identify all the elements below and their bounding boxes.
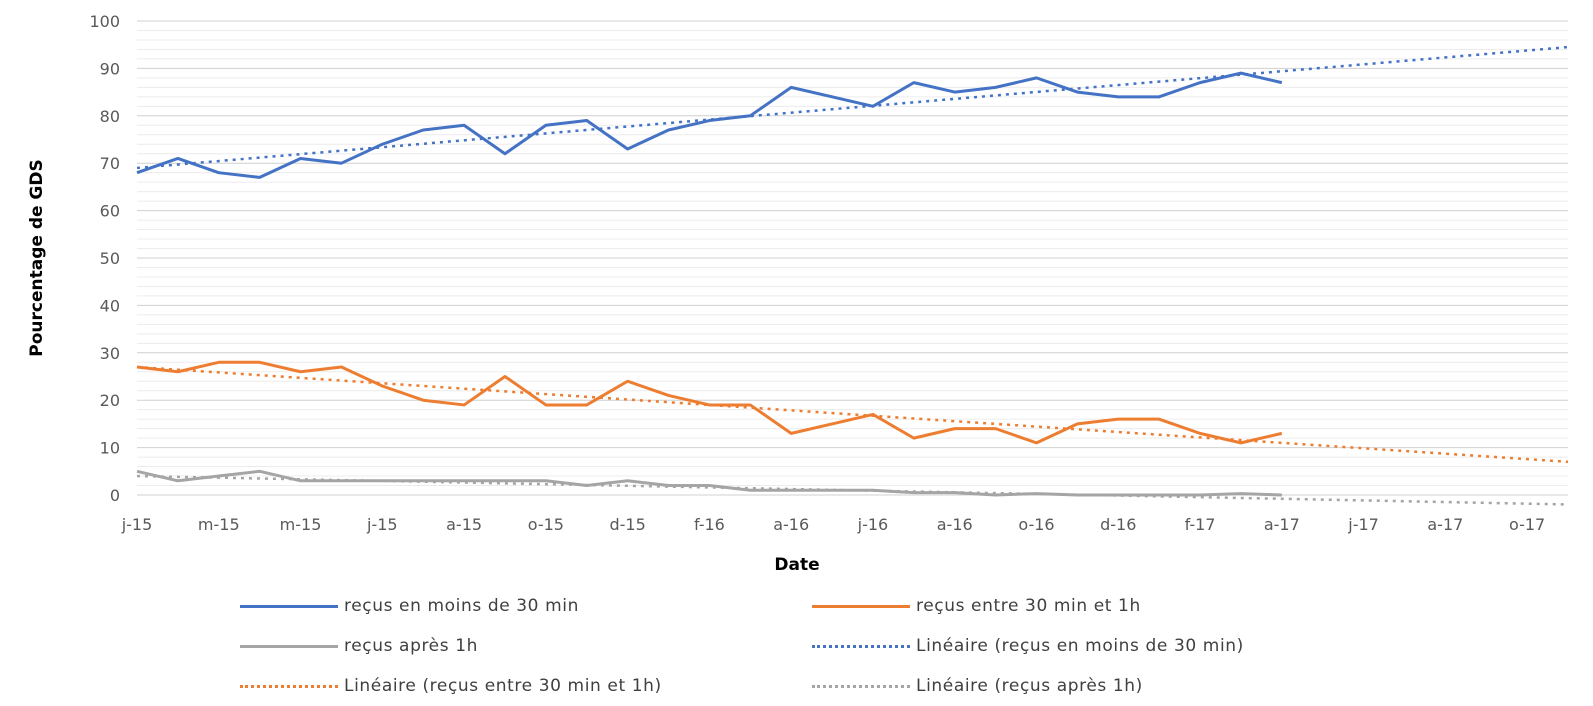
y-tick-label: 100: [89, 12, 120, 31]
x-tick-label: o-16: [1018, 515, 1054, 534]
legend-item: Linéaire (reçus après 1h): [812, 676, 1143, 696]
trendline-4472C4: [136, 45, 1569, 170]
y-axis-ticks: 0 10 20 30 40 50 60 70 80 90 100: [89, 12, 120, 505]
y-tick-label: 20: [100, 391, 120, 410]
x-tick-label: m-15: [280, 515, 322, 534]
y-tick-label: 70: [100, 154, 120, 173]
legend-swatch: [812, 644, 910, 648]
series-line-ED7D31: [136, 360, 1283, 445]
x-tick-label: f-16: [694, 515, 725, 534]
legend-swatch: [240, 644, 338, 648]
y-tick-label: 90: [100, 59, 120, 78]
series-lines: [136, 45, 1569, 506]
legend-label: reçus après 1h: [344, 636, 478, 656]
legend-label: reçus entre 30 min et 1h: [916, 596, 1141, 616]
x-tick-label: o-17: [1509, 515, 1545, 534]
x-tick-label: a-17: [1427, 515, 1463, 534]
series-line-4472C4: [136, 71, 1283, 179]
legend-label: Linéaire (reçus après 1h): [916, 676, 1143, 696]
grid-lines: [137, 20, 1568, 496]
legend-item: reçus en moins de 30 min: [240, 596, 579, 616]
series-line-A5A5A5: [136, 469, 1282, 497]
x-tick-label: j-16: [857, 515, 889, 534]
x-tick-label: d-15: [609, 515, 645, 534]
legend-item: reçus entre 30 min et 1h: [812, 596, 1141, 616]
x-tick-label: m-15: [198, 515, 240, 534]
legend-swatch: [240, 684, 338, 688]
x-tick-label: a-16: [937, 515, 973, 534]
x-tick-label: d-16: [1100, 515, 1136, 534]
x-tick-label: a-15: [446, 515, 482, 534]
legend-item: reçus après 1h: [240, 636, 478, 656]
legend-label: reçus en moins de 30 min: [344, 596, 579, 616]
y-tick-label: 50: [100, 249, 120, 268]
y-tick-label: 40: [100, 296, 120, 315]
y-tick-label: 0: [110, 486, 120, 505]
y-tick-label: 80: [100, 107, 120, 126]
y-tick-label: 30: [100, 344, 120, 363]
legend-label: Linéaire (reçus entre 30 min et 1h): [344, 676, 662, 696]
x-tick-label: o-15: [528, 515, 564, 534]
x-tick-label: f-17: [1185, 515, 1216, 534]
y-tick-label: 10: [100, 439, 120, 458]
legend-item: Linéaire (reçus en moins de 30 min): [812, 636, 1244, 656]
legend-label: Linéaire (reçus en moins de 30 min): [916, 636, 1244, 656]
y-tick-label: 60: [100, 202, 120, 221]
x-tick-label: a-17: [1264, 515, 1300, 534]
x-tick-label: a-16: [773, 515, 809, 534]
legend-swatch: [240, 604, 338, 608]
x-tick-label: j-15: [366, 515, 398, 534]
legend-item: Linéaire (reçus entre 30 min et 1h): [240, 676, 662, 696]
legend-swatch: [812, 684, 910, 688]
x-tick-label: j-15: [121, 515, 153, 534]
x-tick-label: j-17: [1347, 515, 1379, 534]
legend-swatch: [812, 604, 910, 608]
trendline-A5A5A5: [136, 474, 1569, 506]
x-axis-ticks: j-15 m-15 m-15 j-15 a-15 o-15 d-15 f-16 a-16 j-16…: [121, 515, 1546, 534]
x-axis-label: Date: [774, 555, 819, 575]
y-axis-label: Pourcentage de GDS: [27, 159, 47, 356]
